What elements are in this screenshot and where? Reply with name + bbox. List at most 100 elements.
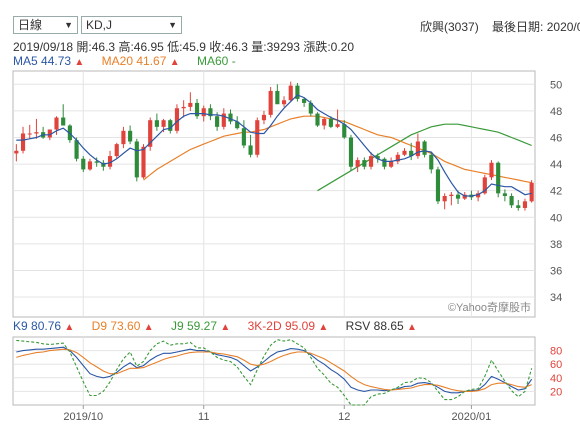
- k3-value: 95.09: [284, 319, 316, 333]
- candle-body: [476, 193, 481, 198]
- candle-body: [161, 120, 166, 127]
- main-y-tick: 46: [550, 132, 562, 144]
- main-y-tick: 34: [550, 292, 562, 304]
- candle-body: [27, 133, 32, 135]
- candle-body: [348, 137, 354, 167]
- k9-value: 80.76: [31, 319, 62, 333]
- candle-body: [121, 130, 126, 145]
- k3-label: 3K-2D: [247, 319, 282, 333]
- high-value: 46.95: [133, 40, 164, 54]
- candle-body: [409, 150, 414, 157]
- indicator-select[interactable]: KD,J ▼: [81, 16, 182, 34]
- candle-body: [362, 160, 367, 167]
- volume-value: 39293: [266, 40, 300, 54]
- chevron-down-icon: ▼: [168, 20, 177, 30]
- candle-body: [322, 118, 327, 126]
- j9-legend: J9 59.27 ▲: [171, 319, 230, 333]
- rsv-value: 88.65: [373, 319, 404, 333]
- candle-body: [154, 120, 159, 127]
- candle-body: [355, 160, 360, 167]
- indicator-select-value: KD,J: [86, 18, 113, 32]
- candle-body: [141, 146, 146, 178]
- candle-body: [248, 145, 253, 155]
- candle-body: [188, 102, 193, 107]
- candle-body: [295, 85, 300, 99]
- candle-body: [516, 205, 521, 208]
- kd-y-tick: 60: [550, 359, 562, 371]
- main-y-tick: 38: [550, 239, 562, 251]
- ma60-line: [317, 123, 532, 192]
- candle-body: [20, 133, 26, 151]
- kd-y-tick: 40: [550, 373, 562, 385]
- candle-body: [395, 154, 400, 162]
- ohlc-readout: 2019/09/18 開:46.3 高:46.95 低:45.9 收:46.3 …: [13, 38, 354, 55]
- candle-body: [241, 128, 246, 146]
- candle-body: [235, 121, 240, 129]
- main-y-tick: 40: [550, 212, 562, 224]
- ma-legend: MA5 44.73 ▲ MA20 41.67 ▲ MA60 -: [13, 54, 250, 68]
- ma5-value: 44.73: [41, 54, 72, 68]
- candle-body: [275, 90, 280, 105]
- candle-body: [148, 120, 153, 147]
- candle-body: [107, 156, 113, 167]
- candle-body: [261, 114, 267, 121]
- open-value: 46.3: [91, 40, 116, 54]
- kd-y-tick: 80: [550, 346, 562, 358]
- change-value: 0.20: [330, 40, 355, 54]
- candle-body: [442, 195, 447, 202]
- candle-body: [502, 193, 507, 196]
- candle-body: [34, 132, 39, 134]
- change-label: 漲跌:: [303, 40, 331, 54]
- up-arrow-icon: ▲: [143, 322, 154, 333]
- candle-body: [462, 194, 467, 199]
- period-select-value: 日線: [18, 18, 43, 32]
- open-label: 開:: [76, 40, 92, 54]
- candle-body: [268, 90, 273, 115]
- candle-body: [215, 116, 220, 127]
- low-value: 45.9: [182, 40, 206, 54]
- high-label: 高:: [118, 40, 134, 54]
- candle-body: [221, 113, 226, 127]
- main-y-tick: 44: [550, 159, 562, 171]
- watermark: ©Yahoo奇摩股市: [448, 300, 531, 314]
- ma5-legend: MA5 44.73 ▲: [13, 54, 84, 68]
- candle-body: [496, 162, 501, 194]
- candle-body: [315, 113, 320, 126]
- stock-header: 欣興(3037) 最後日期: 2020/01/10: [420, 18, 580, 35]
- candle-body: [168, 120, 173, 131]
- chevron-down-icon: ▼: [64, 20, 73, 30]
- candle-body: [228, 113, 233, 122]
- j9-line: [16, 339, 533, 406]
- candle-body: [281, 100, 287, 105]
- d9-line: [16, 348, 532, 392]
- d9-label: D9: [91, 319, 107, 333]
- up-arrow-icon: ▲: [74, 57, 85, 68]
- k9-line: [16, 346, 533, 394]
- main-y-tick: 42: [550, 186, 562, 198]
- candle-body: [389, 161, 394, 167]
- candle-body: [208, 108, 213, 117]
- candle-body: [402, 150, 407, 155]
- kd-y-tick: 20: [550, 386, 562, 398]
- ma60-legend: MA60 -: [197, 54, 236, 68]
- candle-body: [328, 118, 333, 127]
- candle-body: [449, 194, 454, 196]
- period-select[interactable]: 日線 ▼: [13, 16, 78, 34]
- candle-body: [255, 120, 260, 155]
- candle-body: [47, 129, 52, 138]
- candle-body: [375, 156, 380, 159]
- j9-value: 59.27: [187, 319, 218, 333]
- k9-legend: K9 80.76 ▲: [13, 319, 74, 333]
- candle-body: [382, 158, 387, 167]
- rsv-label: RSV: [345, 319, 371, 333]
- candle-body: [94, 161, 99, 163]
- candle-body: [87, 161, 93, 170]
- candle-body: [174, 108, 180, 131]
- main-y-tick: 50: [550, 79, 562, 91]
- x-tick-label: 2020/01: [452, 411, 492, 423]
- up-arrow-icon: ▲: [220, 322, 231, 333]
- x-tick-label: 11: [198, 411, 209, 423]
- main-y-tick: 48: [550, 106, 562, 118]
- k9-label: K9: [13, 319, 28, 333]
